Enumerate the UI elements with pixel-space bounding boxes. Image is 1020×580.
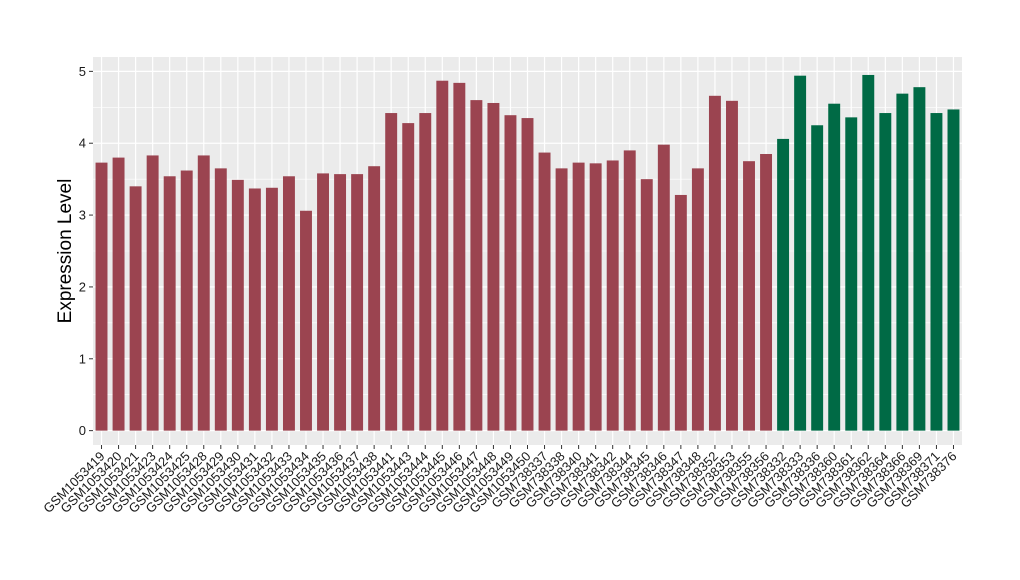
- y-tick-label: 4: [79, 136, 86, 151]
- bar-GSM1053430: [231, 179, 244, 431]
- bar-GSM1053443: [402, 123, 415, 431]
- bar-GSM1053437: [351, 174, 364, 431]
- bar-GSM738340: [572, 162, 585, 431]
- bar-GSM1053447: [470, 100, 483, 431]
- bar-GSM738364: [879, 113, 892, 431]
- bar-GSM738366: [896, 93, 909, 431]
- bar-GSM1053423: [146, 155, 159, 431]
- bar-GSM1053428: [197, 155, 210, 431]
- bar-GSM738333: [794, 75, 807, 431]
- bar-GSM1053424: [163, 176, 176, 431]
- y-tick-label: 2: [79, 279, 86, 294]
- bar-GSM738336: [811, 125, 824, 431]
- bar-GSM1053444: [419, 113, 432, 431]
- bar-GSM738338: [555, 168, 568, 431]
- bar-GSM1053436: [334, 174, 347, 431]
- y-tick-label: 5: [79, 64, 86, 79]
- bar-GSM738352: [708, 95, 721, 431]
- bar-GSM738341: [589, 163, 602, 431]
- bar-GSM738337: [538, 152, 551, 431]
- bar-GSM738345: [640, 179, 653, 431]
- bar-GSM738347: [674, 194, 687, 431]
- bar-GSM1053420: [112, 157, 125, 431]
- bar-GSM1053429: [214, 168, 227, 431]
- x-axis: GSM1053419GSM1053420GSM1053421GSM1053423…: [40, 445, 960, 516]
- bar-GSM738360: [828, 103, 841, 431]
- bar-GSM1053450: [521, 118, 534, 431]
- bar-GSM738344: [623, 150, 636, 431]
- bar-GSM1053425: [180, 170, 193, 431]
- bar-GSM738361: [845, 117, 858, 431]
- bar-GSM738369: [913, 87, 926, 431]
- bar-GSM1053435: [317, 173, 329, 431]
- bar-GSM1053438: [368, 166, 381, 431]
- bar-GSM1053449: [504, 115, 517, 431]
- bar-GSM738355: [743, 161, 755, 431]
- y-tick-label: 3: [79, 208, 86, 223]
- bar-GSM738342: [606, 160, 619, 431]
- bar-GSM738353: [726, 100, 738, 431]
- bar-GSM738348: [691, 168, 704, 431]
- y-tick-label: 0: [79, 423, 86, 438]
- bars: [95, 74, 960, 431]
- bar-GSM1053441: [385, 113, 398, 431]
- bar-GSM1053434: [300, 210, 312, 431]
- y-tick-label: 1: [79, 351, 86, 366]
- y-axis: 0 1 2 3 4 5: [79, 64, 93, 438]
- bar-GSM738376: [947, 109, 960, 431]
- bar-GSM1053421: [129, 186, 142, 431]
- bar-GSM1053446: [453, 82, 466, 431]
- bar-GSM1053419: [95, 162, 108, 431]
- bar-GSM738346: [657, 144, 670, 431]
- bar-GSM1053433: [282, 176, 295, 431]
- bar-GSM738362: [862, 74, 875, 431]
- bar-GSM738332: [777, 138, 790, 431]
- bar-GSM1053431: [248, 188, 261, 431]
- bar-GSM1053448: [487, 102, 500, 431]
- bar-GSM738371: [930, 113, 943, 431]
- y-axis-title: Expression Level: [55, 179, 76, 324]
- bar-GSM1053432: [265, 187, 278, 431]
- bar-GSM1053445: [436, 80, 449, 431]
- bar-GSM738356: [760, 154, 773, 431]
